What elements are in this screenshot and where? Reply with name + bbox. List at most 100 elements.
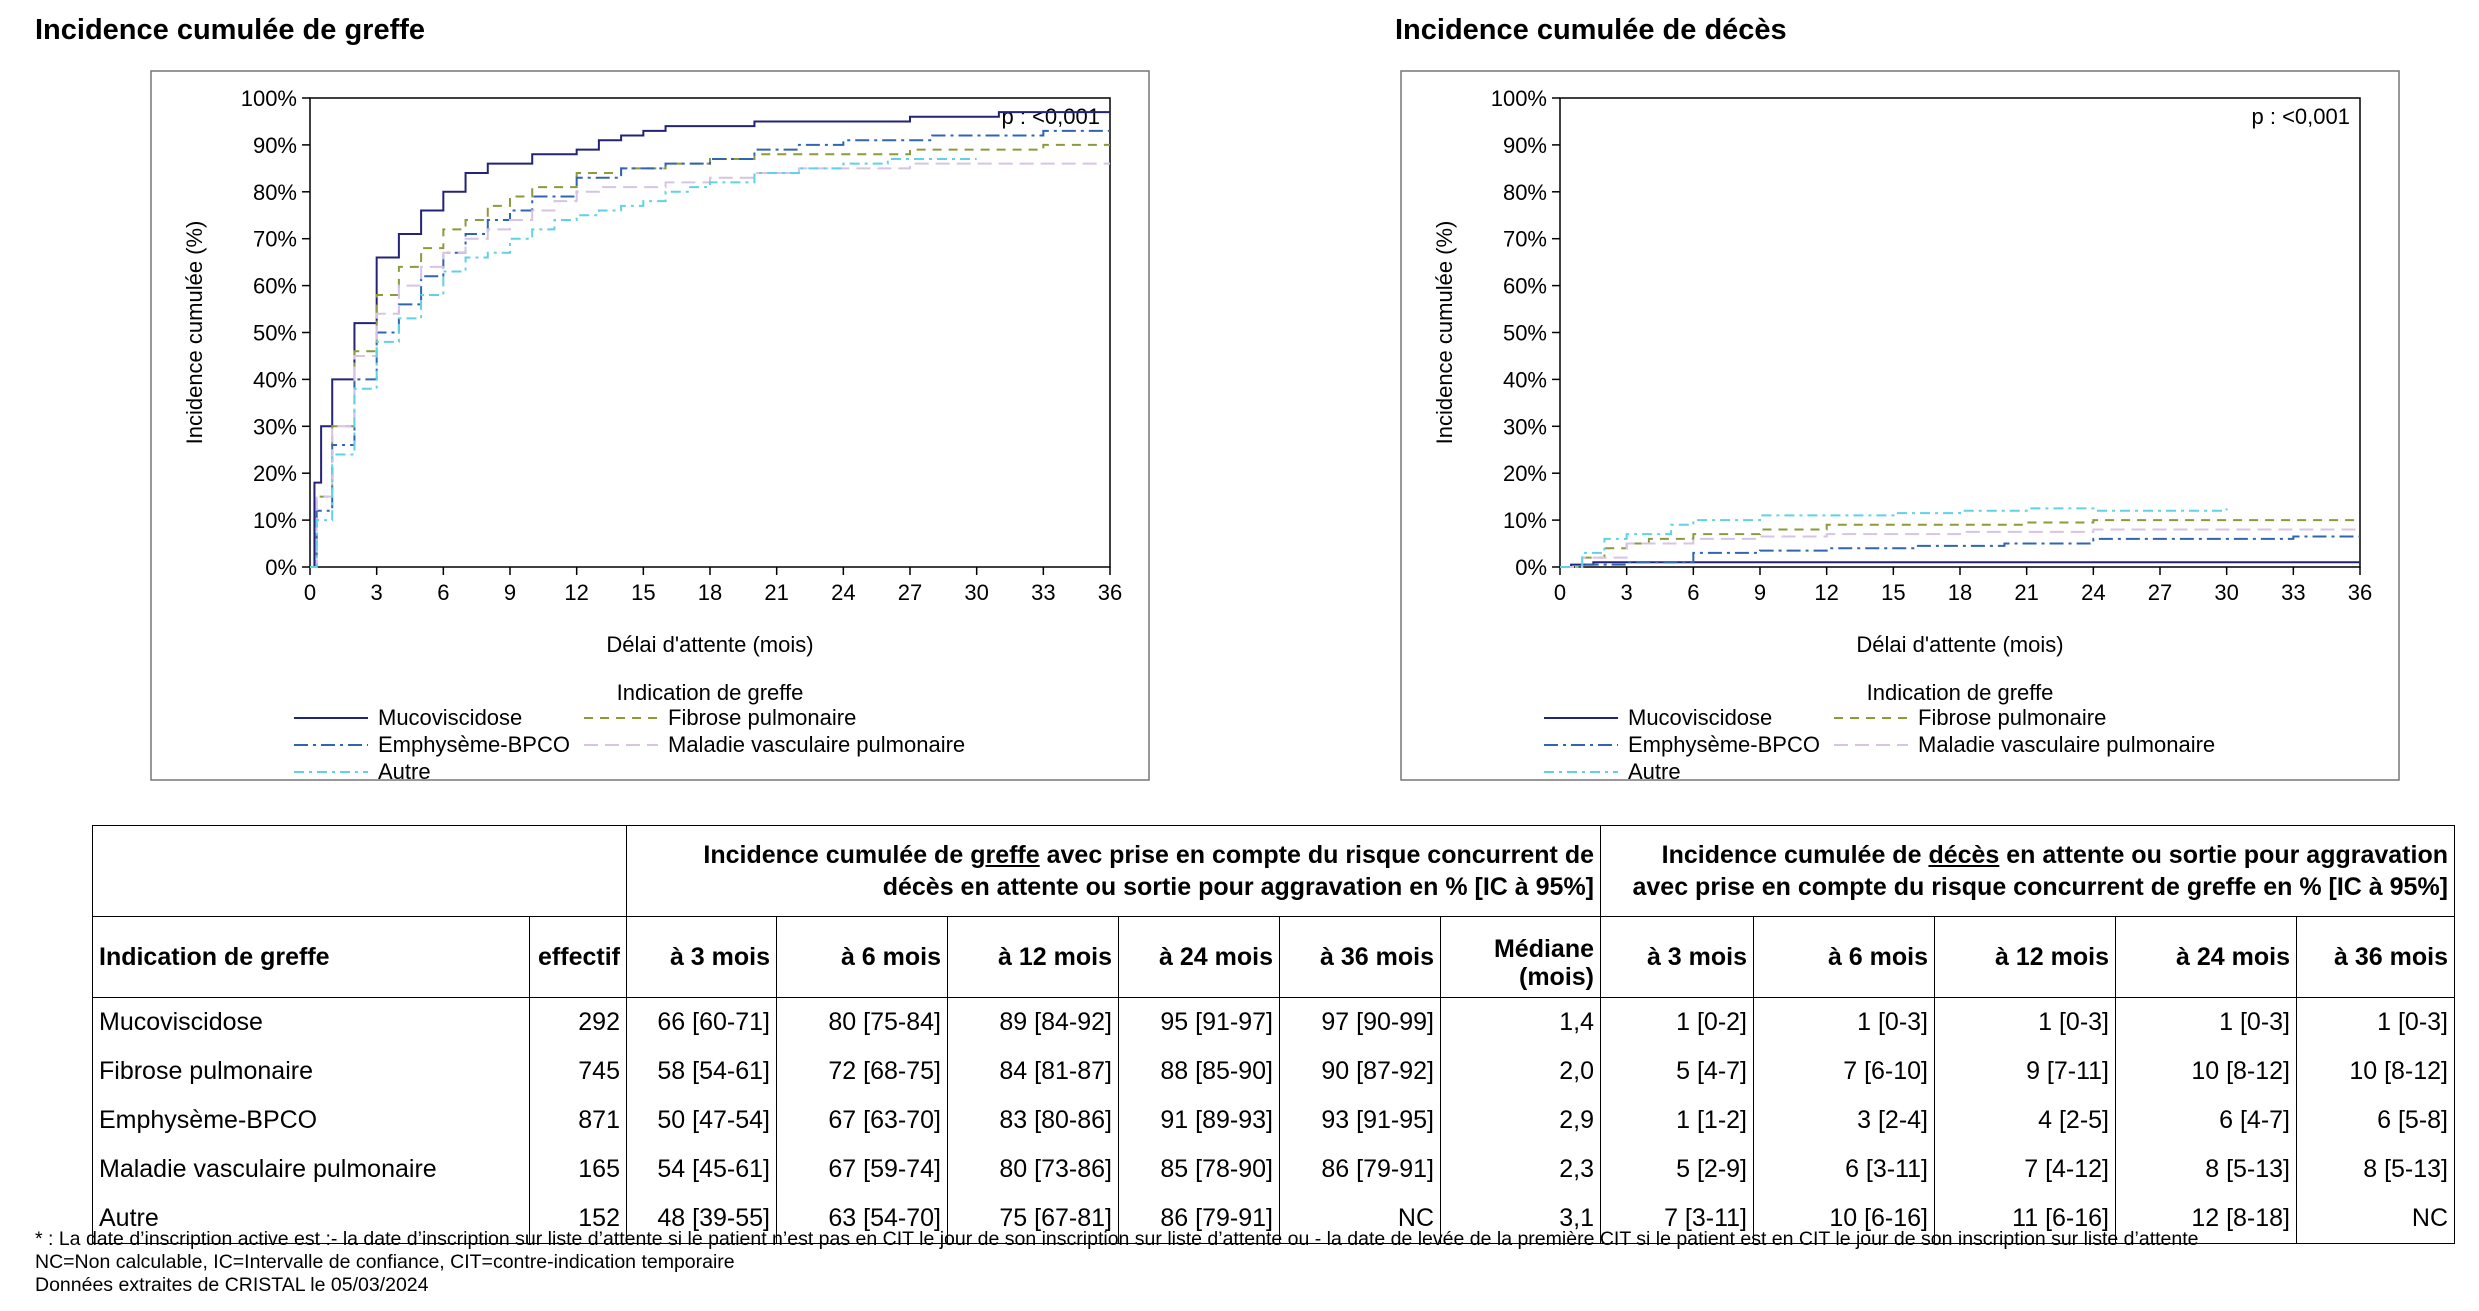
table-cell: 7 [4-12] [1934, 1145, 2116, 1194]
col-mediane: Médiane (mois) [1440, 916, 1601, 998]
table-cell: 1 [0-3] [2296, 997, 2455, 1047]
table-cell: 10 [6-16] [1753, 1194, 1935, 1244]
legend-label: Autre [1628, 759, 1681, 784]
y-tick-label: 0% [265, 555, 297, 580]
x-tick-label: 33 [2281, 580, 2305, 605]
table-cell: 3,1 [1440, 1194, 1601, 1244]
table-row: Mucoviscidose 292 66 [60-71] 80 [75-84] 89 [… [92, 997, 2455, 1047]
table-cell: 12 [8-18] [2115, 1194, 2297, 1244]
col-d3: à 3 mois [1600, 916, 1754, 998]
legend-label: Fibrose pulmonaire [1918, 705, 2106, 730]
x-tick-label: 24 [831, 580, 855, 605]
y-axis-label: Incidence cumulée (%) [1432, 221, 1457, 445]
y-tick-label: 100% [241, 86, 297, 111]
table-cell: 5 [4-7] [1600, 1047, 1754, 1096]
table-cell: 7 [6-10] [1753, 1047, 1935, 1096]
table-cell: 1 [0-3] [2115, 997, 2297, 1047]
x-tick-label: 33 [1031, 580, 1055, 605]
col-g3: à 3 mois [626, 916, 777, 998]
y-tick-label: 70% [1503, 227, 1547, 252]
table-cell: 1,4 [1440, 997, 1601, 1047]
series-line-3 [310, 162, 1110, 568]
y-tick-label: 10% [1503, 508, 1547, 533]
x-tick-label: 27 [2148, 580, 2172, 605]
table-cell: 90 [87-92] [1279, 1047, 1441, 1096]
table-row: Fibrose pulmonaire 745 58 [54-61] 72 [68-75… [92, 1047, 2455, 1096]
y-tick-label: 80% [1503, 180, 1547, 205]
x-tick-label: 6 [1687, 580, 1699, 605]
table-cell: 2,3 [1440, 1145, 1601, 1194]
x-tick-label: 15 [1881, 580, 1905, 605]
y-tick-label: 30% [253, 414, 297, 439]
x-tick-label: 0 [1554, 580, 1566, 605]
col-g36: à 36 mois [1279, 916, 1441, 998]
x-tick-label: 21 [764, 580, 788, 605]
x-tick-label: 15 [631, 580, 655, 605]
table-cell: 95 [91-97] [1118, 997, 1280, 1047]
x-tick-label: 3 [1621, 580, 1633, 605]
y-tick-label: 0% [1515, 555, 1547, 580]
col-d24: à 24 mois [2115, 916, 2297, 998]
series-line-3 [1560, 528, 2360, 568]
x-tick-label: 0 [304, 580, 316, 605]
table-cell: 10 [8-12] [2296, 1047, 2455, 1096]
x-tick-label: 9 [504, 580, 516, 605]
table-cell: 1 [0-2] [1600, 997, 1754, 1047]
empty-header-cell [92, 825, 530, 917]
x-tick-label: 27 [898, 580, 922, 605]
x-tick-label: 6 [437, 580, 449, 605]
y-tick-label: 40% [253, 367, 297, 392]
x-axis-label: Délai d'attente (mois) [606, 632, 813, 657]
col-d12: à 12 mois [1934, 916, 2116, 998]
y-tick-label: 20% [1503, 461, 1547, 486]
legend-label: Fibrose pulmonaire [668, 705, 856, 730]
table-cell: 745 [529, 1047, 627, 1096]
col-d36: à 36 mois [2296, 916, 2455, 998]
series-line-2 [1560, 535, 2360, 568]
row-label: Emphysème-BPCO [92, 1096, 530, 1145]
series-line-1 [1560, 519, 2360, 568]
table-cell: 9 [7-11] [1934, 1047, 2116, 1096]
table-cell: 152 [529, 1194, 627, 1244]
table-cell: 292 [529, 997, 627, 1047]
p-value-annotation: p : <0,001 [1002, 104, 1100, 129]
table-cell: 80 [73-86] [947, 1145, 1119, 1194]
table-cell: 4 [2-5] [1934, 1096, 2116, 1145]
table-cell: 6 [4-7] [2115, 1096, 2297, 1145]
table-row: Maladie vasculaire pulmonaire 165 54 [45-6… [92, 1145, 2455, 1194]
table-cell: 8 [5-13] [2296, 1145, 2455, 1194]
table-row: Autre 152 48 [39-55] 63 [54-70] 75 [67-81] 86… [92, 1194, 2455, 1244]
col-indication: Indication de greffe [92, 916, 530, 998]
table-cell: 5 [2-9] [1600, 1145, 1754, 1194]
series-line-4 [1560, 507, 2228, 568]
y-tick-label: 50% [253, 321, 297, 346]
series-line-2 [310, 129, 1110, 568]
col-g6: à 6 mois [776, 916, 948, 998]
col-d6: à 6 mois [1753, 916, 1935, 998]
col-effectif: effectif [529, 916, 627, 998]
x-tick-label: 21 [2014, 580, 2038, 605]
footnote-asterisk: * : La date d’inscription active est :- … [35, 1228, 2199, 1250]
footnote-source: Données extraites de CRISTAL le 05/03/20… [35, 1274, 429, 1296]
table-cell: 72 [68-75] [776, 1047, 948, 1096]
table-cell: 8 [5-13] [2115, 1145, 2297, 1194]
x-tick-label: 18 [1948, 580, 1972, 605]
x-tick-label: 18 [698, 580, 722, 605]
x-tick-label: 12 [1814, 580, 1838, 605]
group-header-greffe: Incidence cumulée de greffe avec prise e… [626, 825, 1601, 917]
col-g24: à 24 mois [1118, 916, 1280, 998]
table-cell: 2,9 [1440, 1096, 1601, 1145]
table-cell: 2,0 [1440, 1047, 1601, 1096]
chart-greffe: 0%10%20%30%40%50%60%70%80%90%100%0 3 6 9 12 1… [150, 70, 1150, 784]
y-axis-label: Incidence cumulée (%) [182, 221, 207, 445]
y-tick-label: 50% [1503, 321, 1547, 346]
x-tick-label: 12 [564, 580, 588, 605]
table-row: Emphysème-BPCO 871 50 [47-54] 67 [63-70] 83 … [92, 1096, 2455, 1145]
legend-label: Maladie vasculaire pulmonaire [668, 732, 965, 757]
legend-label: Mucoviscidose [1628, 705, 1772, 730]
y-tick-label: 20% [253, 461, 297, 486]
legend-label: Emphysème-BPCO [378, 732, 570, 757]
table-cell: 84 [81-87] [947, 1047, 1119, 1096]
legend-label: Emphysème-BPCO [1628, 732, 1820, 757]
results-table: Incidence cumulée de greffe avec prise e… [92, 825, 2455, 1244]
